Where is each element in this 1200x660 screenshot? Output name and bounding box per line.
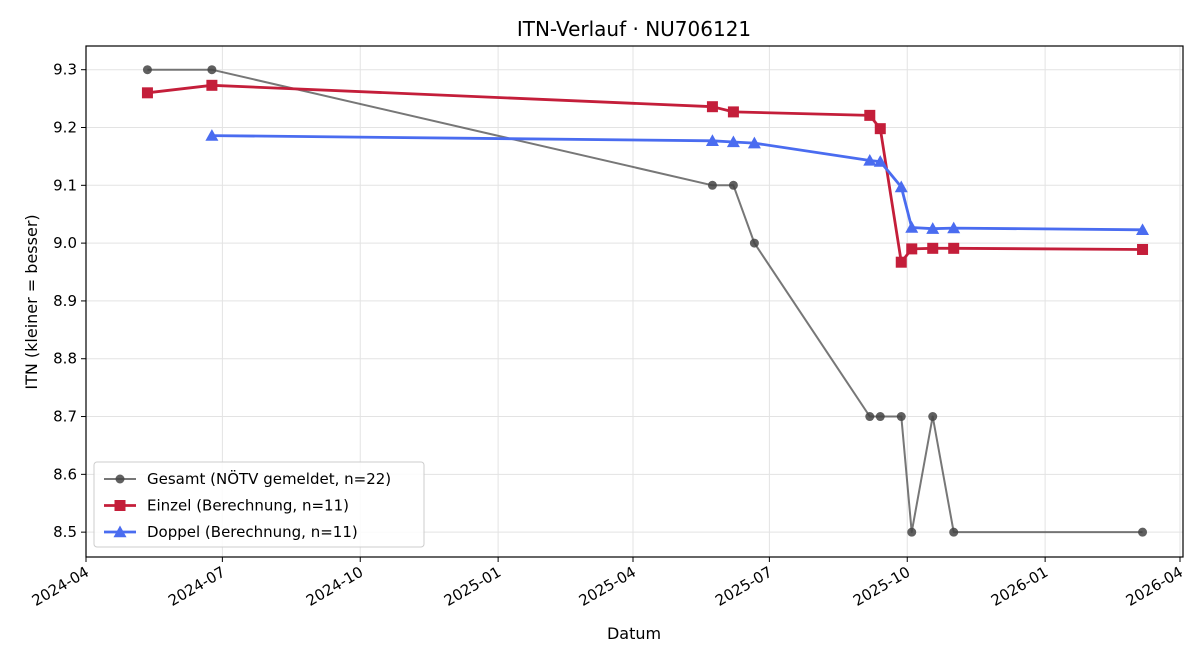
- data-point: [895, 256, 907, 268]
- legend-item: Doppel (Berechnung, n=11): [104, 523, 358, 541]
- y-tick-label: 9.1: [53, 176, 77, 194]
- y-tick-label: 9.2: [53, 119, 77, 137]
- y-tick-label: 9.0: [53, 234, 77, 252]
- data-point: [949, 527, 959, 537]
- legend-marker: [114, 500, 126, 511]
- x-tick-label: 2025-04: [576, 563, 639, 610]
- y-tick-label: 9.3: [53, 61, 77, 79]
- x-tick-label: 2025-01: [441, 563, 504, 610]
- data-point: [1136, 223, 1150, 236]
- legend-label: Einzel (Berechnung, n=11): [147, 497, 349, 515]
- y-tick-label: 8.5: [53, 523, 77, 541]
- y-tick-label: 8.9: [53, 292, 77, 310]
- data-point: [726, 135, 740, 148]
- data-point: [947, 221, 961, 234]
- data-point: [873, 155, 887, 167]
- legend-marker: [113, 525, 127, 538]
- data-point: [727, 106, 739, 118]
- data-point: [141, 87, 153, 99]
- series-line: [211, 134, 1143, 232]
- x-tick-label: 2024-04: [29, 563, 92, 610]
- legend-label: Gesamt (NÖTV gemeldet, n=22): [147, 469, 391, 488]
- y-tick-label: 8.7: [53, 408, 77, 426]
- x-tick-label: 2024-07: [165, 563, 228, 610]
- data-point: [864, 109, 876, 121]
- series-line: [147, 68, 1143, 534]
- legend-item: Gesamt (NÖTV gemeldet, n=22): [104, 469, 391, 488]
- data-point: [206, 79, 218, 91]
- data-point: [927, 242, 939, 254]
- legend-label: Doppel (Berechnung, n=11): [147, 523, 358, 541]
- x-tick-label: 2025-10: [850, 563, 913, 610]
- series-square: [141, 79, 1149, 268]
- data-point: [894, 180, 908, 193]
- data-point: [747, 136, 761, 149]
- series-triangle: [205, 129, 1150, 236]
- data-point: [863, 153, 877, 166]
- data-point: [948, 242, 960, 254]
- legend-box: [93, 461, 425, 548]
- data-point: [707, 180, 717, 190]
- data-point: [749, 238, 759, 248]
- data-point: [926, 222, 940, 234]
- data-point: [1138, 527, 1148, 537]
- x-tick-label: 2025-07: [712, 563, 775, 610]
- series-line: [147, 83, 1143, 264]
- data-point: [706, 101, 718, 113]
- data-point: [205, 129, 219, 141]
- x-tick-label: 2026-04: [1123, 563, 1186, 610]
- data-point: [207, 65, 217, 75]
- data-point: [905, 221, 919, 233]
- data-point: [142, 65, 152, 75]
- data-point: [875, 412, 885, 422]
- series-circle: [142, 65, 1148, 537]
- data-point: [705, 134, 719, 147]
- plot-frame: [85, 45, 1184, 558]
- x-axis-title: Datum: [607, 624, 661, 643]
- data-point: [728, 180, 738, 190]
- chart-title: ITN-Verlauf · NU706121: [517, 17, 751, 41]
- legend-item: Einzel (Berechnung, n=11): [104, 497, 349, 515]
- y-tick-label: 8.6: [53, 465, 77, 483]
- series-layer: [141, 65, 1150, 537]
- x-tick-label: 2026-01: [988, 563, 1051, 610]
- data-point: [874, 123, 886, 135]
- data-point: [1137, 243, 1149, 255]
- x-tick-label: 2024-10: [303, 563, 366, 610]
- data-point: [906, 243, 918, 255]
- data-point: [865, 412, 875, 422]
- legend-marker: [115, 474, 125, 484]
- data-point: [928, 412, 938, 422]
- data-point: [907, 527, 917, 537]
- legend: Gesamt (NÖTV gemeldet, n=22) Einzel (Bere…: [93, 461, 425, 548]
- y-tick-label: 8.8: [53, 350, 77, 368]
- y-axis-title: ITN (kleiner = besser): [22, 214, 41, 389]
- data-point: [896, 412, 906, 422]
